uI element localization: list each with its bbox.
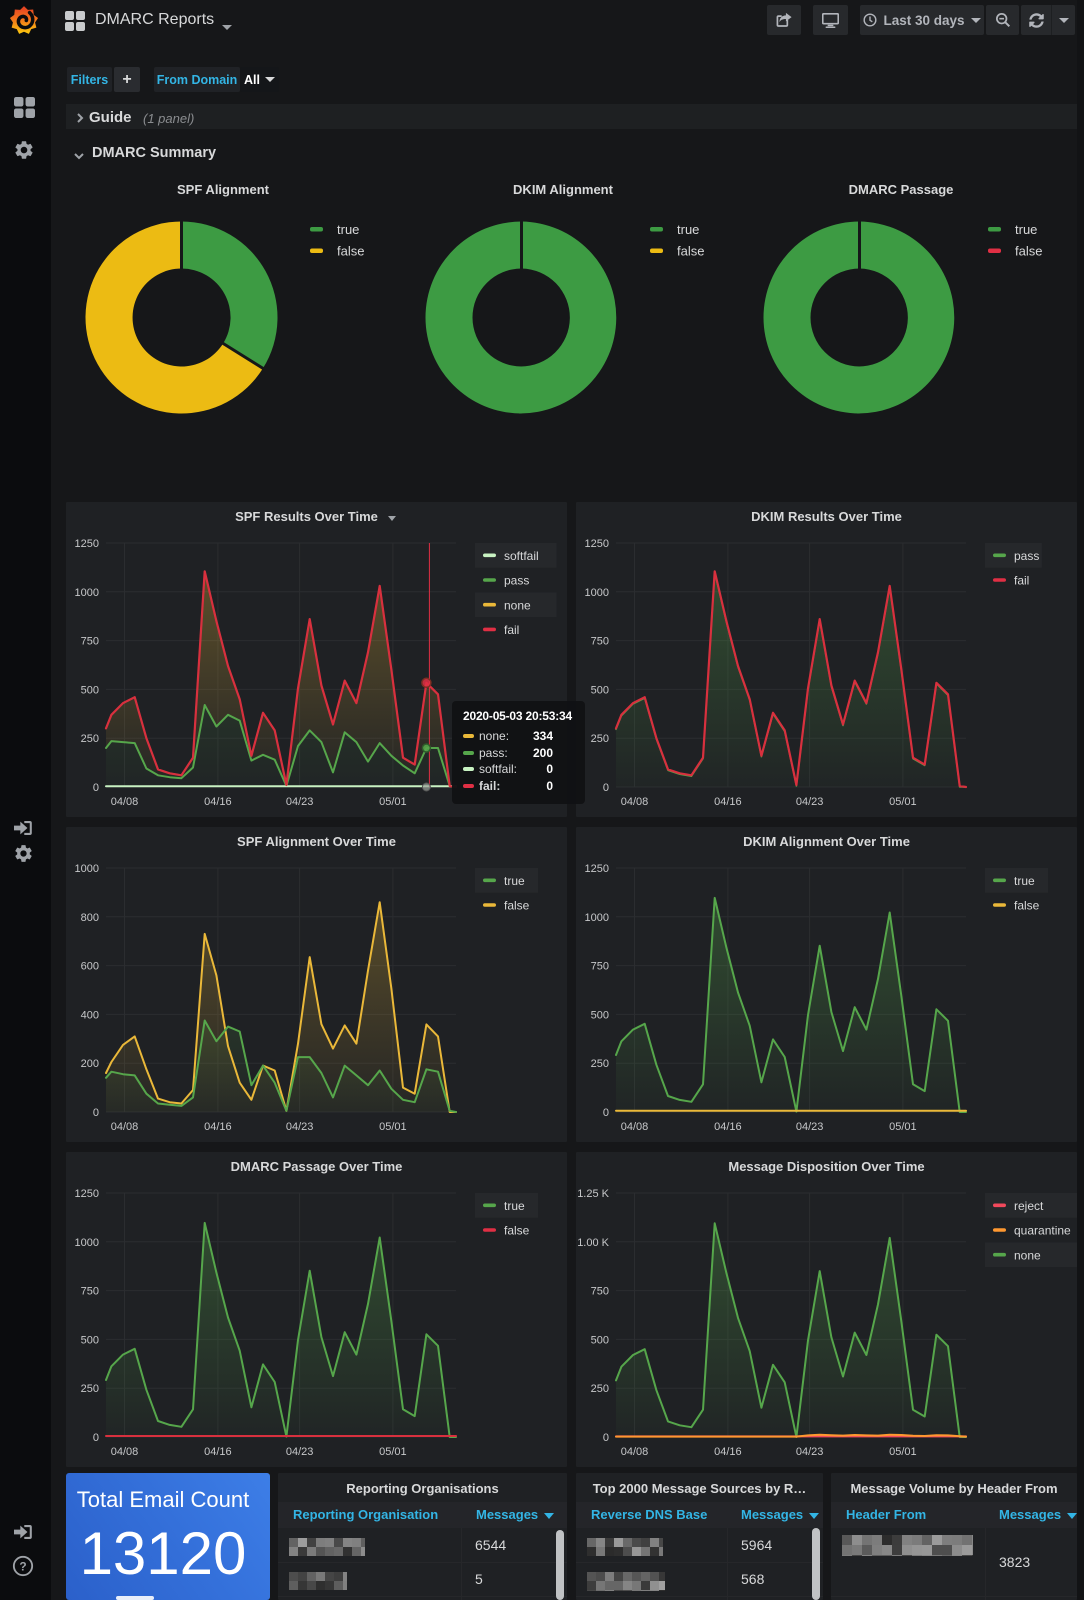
svg-text:quarantine: quarantine [1014, 1224, 1071, 1238]
svg-text:500: 500 [591, 684, 609, 696]
svg-text:pass: pass [1014, 549, 1039, 563]
svg-text:SPF Alignment: SPF Alignment [177, 182, 270, 197]
svg-text:true: true [504, 874, 525, 888]
svg-text:false: false [1014, 899, 1040, 913]
svg-text:true: true [1015, 222, 1037, 237]
svg-text:04/23: 04/23 [286, 796, 314, 808]
svg-text:DKIM Results Over Time: DKIM Results Over Time [751, 509, 902, 524]
svg-text:false: false [1015, 244, 1042, 259]
svg-text:SPF Alignment Over Time: SPF Alignment Over Time [237, 834, 396, 849]
svg-text:04/16: 04/16 [204, 1446, 232, 1458]
svg-text:DMARC Passage Over Time: DMARC Passage Over Time [231, 1159, 403, 1174]
svg-text:05/01: 05/01 [379, 1446, 407, 1458]
svg-text:1000: 1000 [585, 912, 609, 924]
svg-text:250: 250 [591, 733, 609, 745]
svg-text:05/01: 05/01 [379, 1121, 407, 1133]
svg-text:DKIM Alignment Over Time: DKIM Alignment Over Time [743, 834, 910, 849]
svg-text:04/08: 04/08 [111, 1446, 139, 1458]
svg-text:fail: fail [1014, 574, 1029, 588]
svg-text:0: 0 [603, 1432, 609, 1444]
svg-text:04/23: 04/23 [796, 1446, 824, 1458]
svg-text:true: true [1014, 874, 1035, 888]
svg-text:250: 250 [591, 1058, 609, 1070]
svg-text:04/16: 04/16 [204, 1121, 232, 1133]
svg-text:1250: 1250 [75, 1188, 99, 1200]
svg-text:Message Disposition Over Time: Message Disposition Over Time [728, 1159, 924, 1174]
svg-text:none: none [1014, 1248, 1041, 1262]
svg-text:05/01: 05/01 [889, 1121, 917, 1133]
svg-text:fail: fail [504, 623, 519, 637]
svg-text:04/16: 04/16 [714, 1446, 742, 1458]
svg-text:0: 0 [603, 782, 609, 794]
svg-text:600: 600 [81, 961, 99, 973]
svg-text:500: 500 [81, 684, 99, 696]
svg-text:false: false [504, 1224, 530, 1238]
svg-text:750: 750 [591, 961, 609, 973]
svg-text:softfail: softfail [504, 549, 539, 563]
svg-text:500: 500 [591, 1009, 609, 1021]
svg-text:1250: 1250 [75, 538, 99, 550]
svg-text:04/23: 04/23 [796, 796, 824, 808]
svg-text:04/23: 04/23 [286, 1446, 314, 1458]
svg-text:reject: reject [1014, 1199, 1044, 1213]
svg-text:1000: 1000 [75, 863, 99, 875]
svg-text:05/01: 05/01 [889, 1446, 917, 1458]
svg-text:250: 250 [81, 1383, 99, 1395]
svg-text:true: true [504, 1199, 525, 1213]
svg-text:04/16: 04/16 [714, 1121, 742, 1133]
svg-text:04/08: 04/08 [621, 1446, 649, 1458]
svg-text:false: false [504, 899, 530, 913]
svg-text:04/16: 04/16 [204, 796, 232, 808]
svg-text:SPF Results Over Time: SPF Results Over Time [235, 509, 378, 524]
svg-text:750: 750 [81, 636, 99, 648]
svg-text:250: 250 [81, 733, 99, 745]
svg-text:05/01: 05/01 [889, 796, 917, 808]
svg-text:400: 400 [81, 1009, 99, 1021]
svg-text:04/23: 04/23 [796, 1121, 824, 1133]
svg-text:?: ? [19, 1560, 26, 1574]
svg-text:500: 500 [81, 1334, 99, 1346]
svg-text:750: 750 [591, 1286, 609, 1298]
svg-text:false: false [677, 244, 704, 259]
svg-text:05/01: 05/01 [379, 796, 407, 808]
svg-text:04/08: 04/08 [621, 796, 649, 808]
svg-text:1.00 K: 1.00 K [577, 1237, 609, 1249]
svg-text:0: 0 [93, 1432, 99, 1444]
svg-text:800: 800 [81, 912, 99, 924]
svg-text:DKIM Alignment: DKIM Alignment [513, 182, 614, 197]
svg-text:04/08: 04/08 [111, 1121, 139, 1133]
svg-text:1000: 1000 [585, 587, 609, 599]
svg-text:0: 0 [93, 1107, 99, 1119]
svg-text:04/08: 04/08 [621, 1121, 649, 1133]
svg-text:04/16: 04/16 [714, 796, 742, 808]
svg-text:pass: pass [504, 574, 529, 588]
svg-text:false: false [337, 244, 364, 259]
svg-text:250: 250 [591, 1383, 609, 1395]
svg-text:0: 0 [93, 782, 99, 794]
svg-text:1250: 1250 [585, 538, 609, 550]
svg-text:750: 750 [591, 636, 609, 648]
svg-text:750: 750 [81, 1286, 99, 1298]
svg-text:1250: 1250 [585, 863, 609, 875]
svg-text:DMARC Passage: DMARC Passage [849, 182, 954, 197]
svg-text:1.25 K: 1.25 K [577, 1188, 609, 1200]
svg-text:1000: 1000 [75, 587, 99, 599]
svg-text:true: true [677, 222, 699, 237]
svg-text:1000: 1000 [75, 1237, 99, 1249]
svg-text:200: 200 [81, 1058, 99, 1070]
svg-text:0: 0 [603, 1107, 609, 1119]
svg-text:500: 500 [591, 1334, 609, 1346]
svg-text:04/08: 04/08 [111, 796, 139, 808]
svg-text:04/23: 04/23 [286, 1121, 314, 1133]
svg-text:none: none [504, 598, 531, 612]
svg-text:true: true [337, 222, 359, 237]
